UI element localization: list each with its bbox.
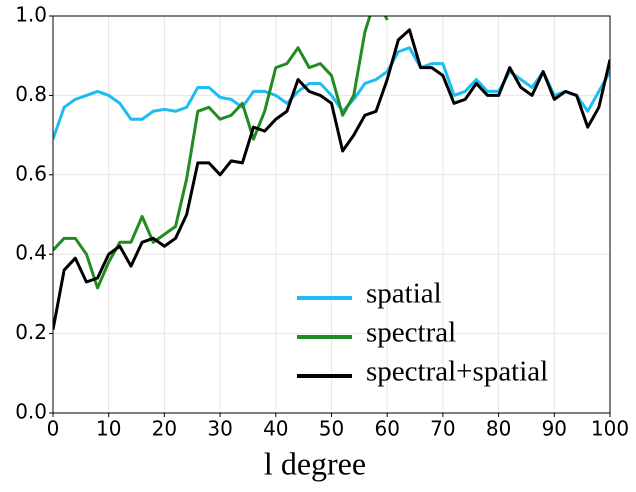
y-tick-label: 0.6 — [15, 161, 47, 185]
series-line — [53, 46, 610, 140]
y-tick-label: 1.0 — [15, 3, 47, 27]
legend-label: spatial — [366, 278, 442, 310]
series-line — [53, 28, 610, 330]
y-tick-label: 0.4 — [15, 241, 47, 265]
legend-label: spectral+spatial — [366, 356, 548, 388]
y-tick-label: 0.0 — [15, 400, 47, 424]
y-tick-label: 0.2 — [15, 320, 47, 344]
x-tick-label: 50 — [319, 417, 344, 441]
x-tick-label: 60 — [374, 417, 399, 441]
x-tick-label: 0 — [47, 417, 60, 441]
legend-label: spectral — [366, 317, 456, 349]
x-tick-label: 20 — [152, 417, 177, 441]
x-axis-label: l degree — [264, 445, 366, 481]
plot-lines — [53, 16, 610, 330]
x-tick-label: 70 — [430, 417, 455, 441]
x-tick-label: 100 — [591, 417, 629, 441]
x-tick-label: 30 — [207, 417, 232, 441]
plot-frame — [52, 15, 611, 414]
y-tick-label: 0.8 — [15, 82, 47, 106]
series-line — [53, 16, 389, 290]
x-tick-label: 80 — [486, 417, 511, 441]
x-tick-label: 40 — [263, 417, 288, 441]
x-tick-label: 10 — [96, 417, 121, 441]
x-tick-label: 90 — [542, 417, 567, 441]
